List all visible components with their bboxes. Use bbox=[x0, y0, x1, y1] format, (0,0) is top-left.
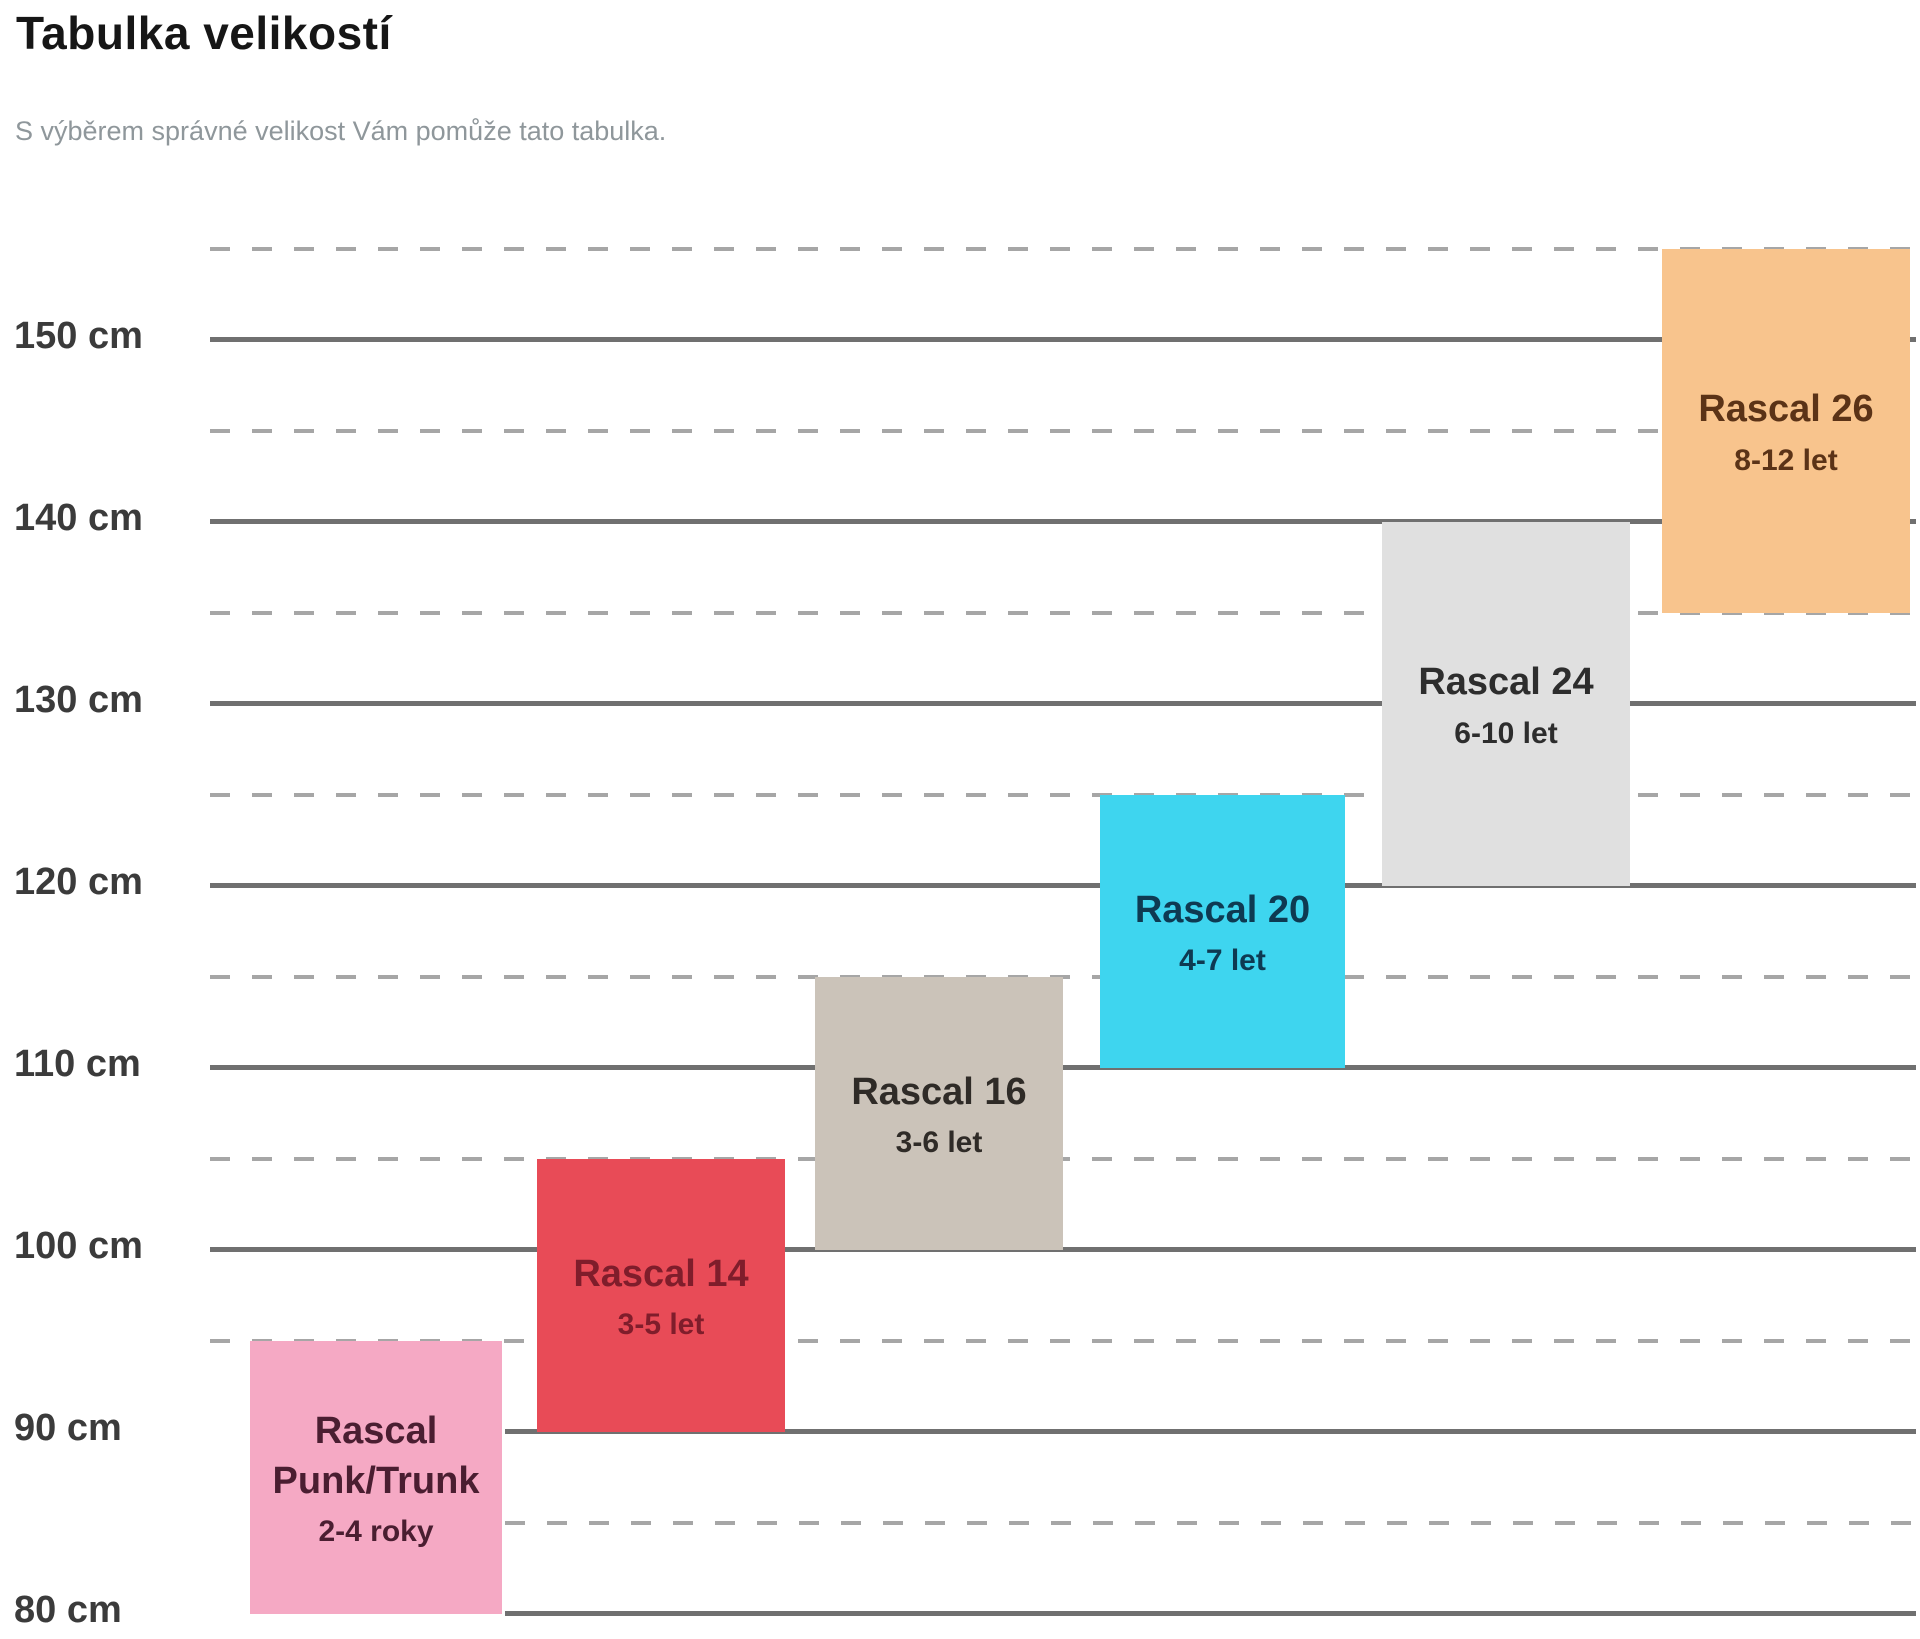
size-block-name: Rascal 24 bbox=[1418, 661, 1594, 704]
size-block-age-range: 6-10 let bbox=[1454, 716, 1558, 750]
gridline-dashed-135cm bbox=[210, 611, 1916, 615]
gridline-dashed-115cm bbox=[210, 975, 1916, 979]
size-block-name: Rascal 20 bbox=[1134, 888, 1311, 931]
y-axis-label-90cm: 90 cm bbox=[14, 1407, 122, 1449]
gridline-dashed-105cm bbox=[210, 1157, 1916, 1161]
y-axis-label-140cm: 140 cm bbox=[14, 497, 143, 539]
size-block-rascal-16: Rascal 16 3-6 let bbox=[815, 977, 1063, 1250]
gridline-solid-150cm bbox=[210, 337, 1916, 342]
y-axis-label-80cm: 80 cm bbox=[14, 1589, 122, 1631]
gridline-solid-110cm bbox=[210, 1065, 1916, 1070]
gridline-dashed-145cm bbox=[210, 429, 1916, 433]
y-axis-label-150cm: 150 cm bbox=[14, 315, 143, 357]
gridline-solid-100cm bbox=[210, 1247, 1916, 1252]
size-block-name: Rascal 26 bbox=[1698, 388, 1874, 431]
size-block-name: Rascal 14 bbox=[573, 1252, 749, 1295]
size-block-age-range: 3-5 let bbox=[617, 1308, 705, 1342]
gridline-solid-120cm bbox=[210, 883, 1916, 888]
size-block-age-range: 8-12 let bbox=[1734, 443, 1838, 477]
page-title: Tabulka velikostí bbox=[16, 7, 392, 59]
y-axis-label-100cm: 100 cm bbox=[14, 1225, 143, 1267]
gridline-solid-130cm bbox=[210, 701, 1916, 706]
gridline-solid-90cm bbox=[505, 1429, 1916, 1434]
gridline-solid-140cm bbox=[210, 519, 1916, 524]
page-subtitle: S výběrem správné velikost Vám pomůže ta… bbox=[15, 116, 667, 146]
size-block-age-range: 3-6 let bbox=[895, 1126, 983, 1160]
size-block-age-range: 4-7 let bbox=[1179, 944, 1266, 978]
gridline-dashed-155cm bbox=[210, 247, 1916, 251]
gridline-dashed-125cm bbox=[210, 793, 1916, 797]
gridline-dashed-85cm bbox=[505, 1521, 1916, 1525]
size-block-age-range: 2-4 roky bbox=[318, 1515, 434, 1549]
gridline-solid-80cm bbox=[505, 1611, 1916, 1616]
y-axis-label-120cm: 120 cm bbox=[14, 861, 143, 903]
size-block-rascal-14: Rascal 14 3-5 let bbox=[537, 1159, 785, 1432]
size-block-name: Rascal Punk/Trunk bbox=[272, 1409, 480, 1502]
y-axis-label-130cm: 130 cm bbox=[14, 679, 143, 721]
size-block-rascal-24: Rascal 24 6-10 let bbox=[1382, 522, 1630, 886]
size-block-name: Rascal 16 bbox=[851, 1070, 1027, 1113]
y-axis-label-110cm: 110 cm bbox=[14, 1043, 141, 1085]
size-block-rascal-20: Rascal 20 4-7 let bbox=[1100, 795, 1345, 1068]
size-block-rascal-26: Rascal 26 8-12 let bbox=[1662, 249, 1910, 613]
size-block-rascal-punk-trunk: Rascal Punk/Trunk 2-4 roky bbox=[250, 1341, 502, 1614]
gridline-dashed-95cm bbox=[210, 1339, 1916, 1343]
